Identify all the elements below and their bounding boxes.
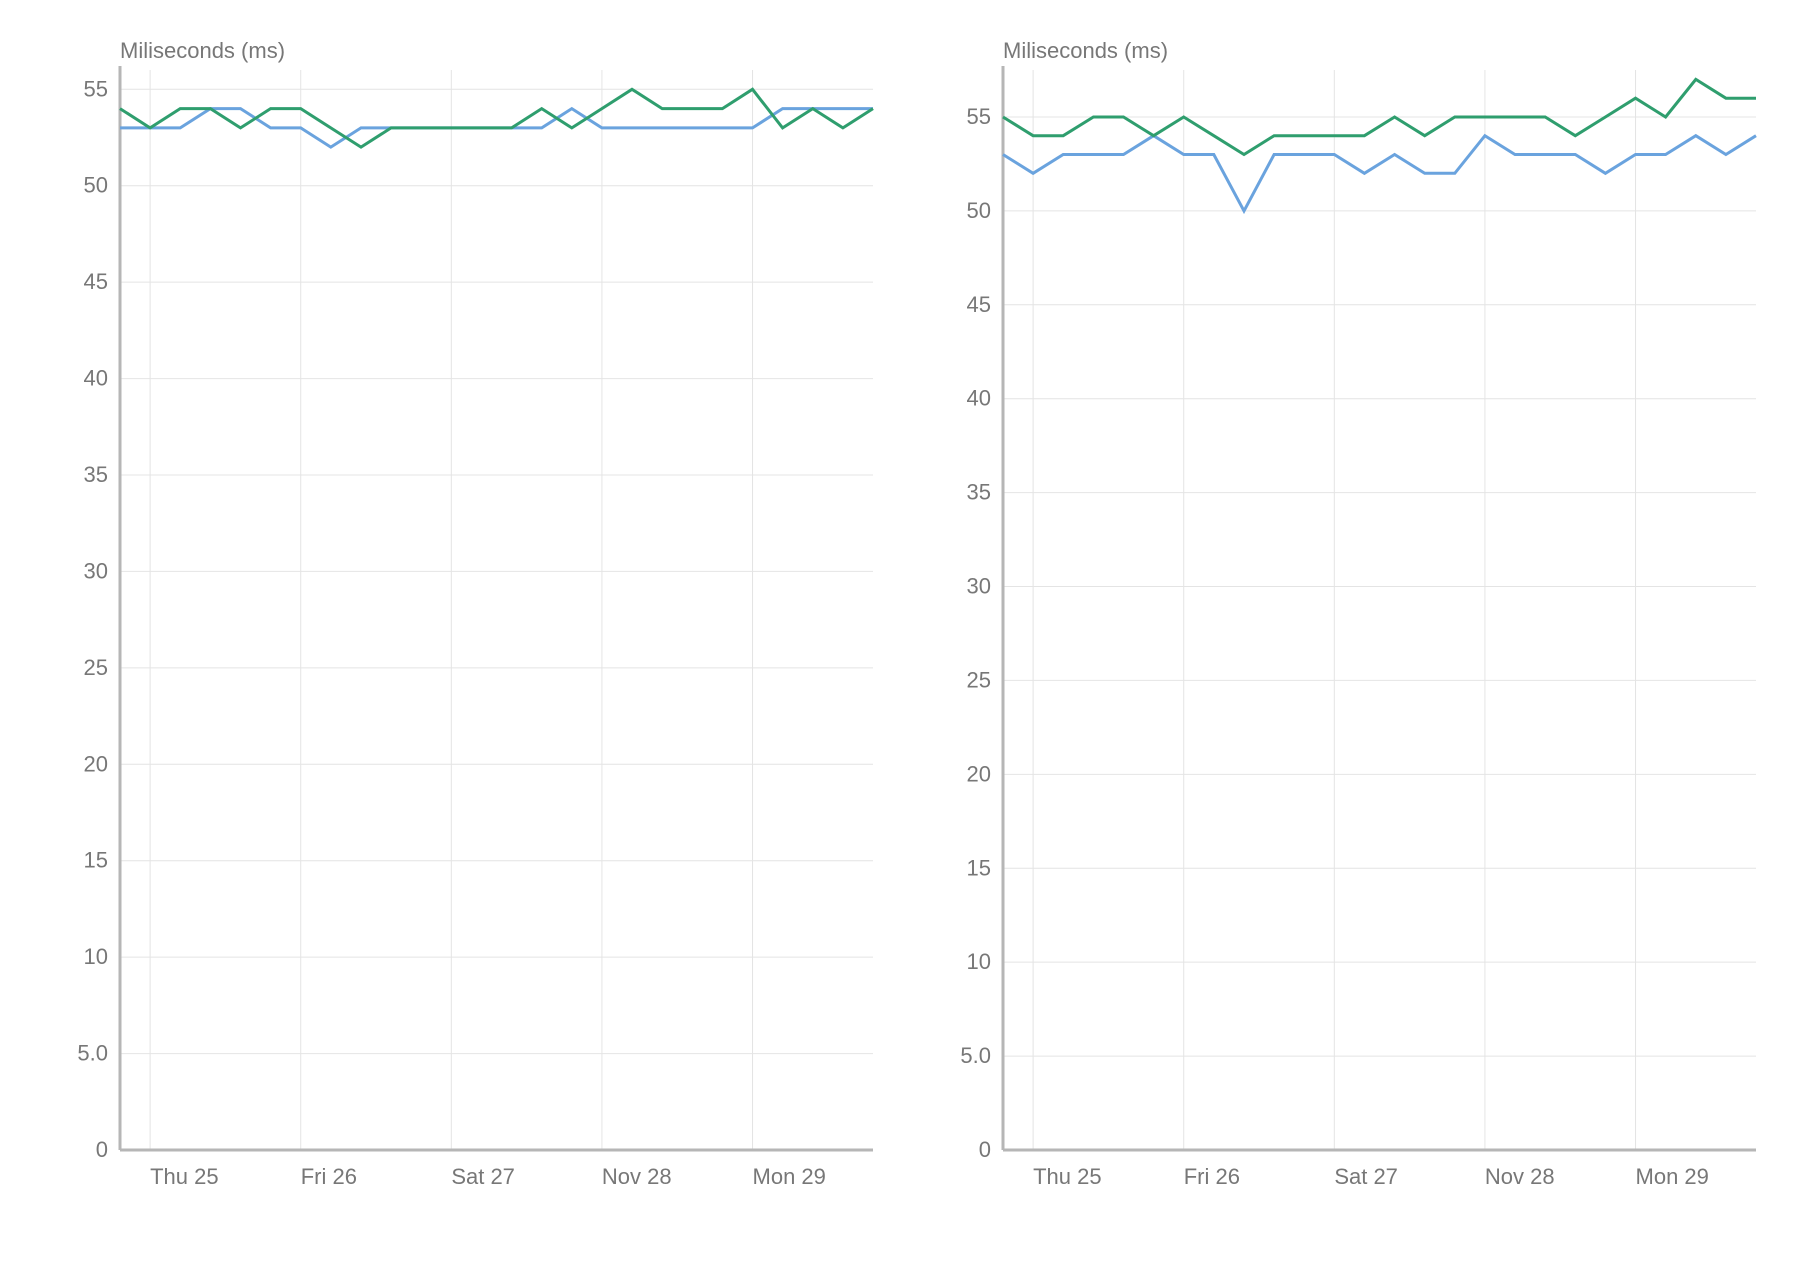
- x-tick-label: Thu 25: [150, 1164, 219, 1189]
- y-tick-label: 0: [979, 1137, 991, 1162]
- series-blue: [1003, 136, 1756, 211]
- y-tick-label: 25: [84, 655, 108, 680]
- x-tick-label: Mon 29: [1636, 1164, 1709, 1189]
- x-tick-label: Thu 25: [1033, 1164, 1102, 1189]
- chart-right-panel: Miliseconds (ms) 0 5.0 10 15 20 25 30 35 40 45 50 5…: [923, 10, 1766, 1232]
- y-axis-title: Miliseconds (ms): [120, 38, 285, 64]
- chart-left-panel: Miliseconds (ms) 0 5.0 10 15 20 25 30 35 40 45 50 5…: [40, 10, 883, 1232]
- y-tick-label: 45: [967, 292, 991, 317]
- x-tick-label: Sat 27: [451, 1164, 515, 1189]
- chart-right-svg: 0 5.0 10 15 20 25 30 35 40 45 50 55 Thu 25 Fri 26 Sat …: [923, 10, 1766, 1210]
- y-tick-label: 55: [967, 104, 991, 129]
- chart-pair-container: Miliseconds (ms) 0 5.0 10 15 20 25 30 35 40 45 50 5…: [0, 0, 1806, 1272]
- y-tick-label: 50: [967, 198, 991, 223]
- series-green: [120, 89, 873, 147]
- x-tick-label: Nov 28: [1485, 1164, 1555, 1189]
- y-tick-label: 35: [84, 462, 108, 487]
- y-tick-label: 45: [84, 269, 108, 294]
- y-tick-label: 30: [84, 558, 108, 583]
- y-tick-label: 20: [967, 761, 991, 786]
- y-tick-label: 55: [84, 76, 108, 101]
- x-tick-label: Mon 29: [753, 1164, 826, 1189]
- y-tick-label: 30: [967, 574, 991, 599]
- y-tick-label: 15: [84, 848, 108, 873]
- y-tick-label: 10: [967, 949, 991, 974]
- y-axis-title: Miliseconds (ms): [1003, 38, 1168, 64]
- y-tick-label: 50: [84, 173, 108, 198]
- y-tick-label: 10: [84, 944, 108, 969]
- y-tick-label: 40: [84, 366, 108, 391]
- x-tick-label: Sat 27: [1334, 1164, 1398, 1189]
- y-tick-label: 35: [967, 480, 991, 505]
- x-tick-label: Fri 26: [1184, 1164, 1240, 1189]
- y-tick-label: 0: [96, 1137, 108, 1162]
- x-tick-label: Fri 26: [301, 1164, 357, 1189]
- y-tick-label: 5.0: [77, 1041, 108, 1066]
- chart-left-svg: 0 5.0 10 15 20 25 30 35 40 45 50 55 Thu 25 Fri 26 Sat …: [40, 10, 883, 1210]
- y-tick-label: 40: [967, 386, 991, 411]
- y-tick-label: 20: [84, 751, 108, 776]
- y-tick-label: 15: [967, 855, 991, 880]
- y-tick-label: 5.0: [960, 1043, 991, 1068]
- x-tick-label: Nov 28: [602, 1164, 672, 1189]
- y-tick-label: 25: [967, 667, 991, 692]
